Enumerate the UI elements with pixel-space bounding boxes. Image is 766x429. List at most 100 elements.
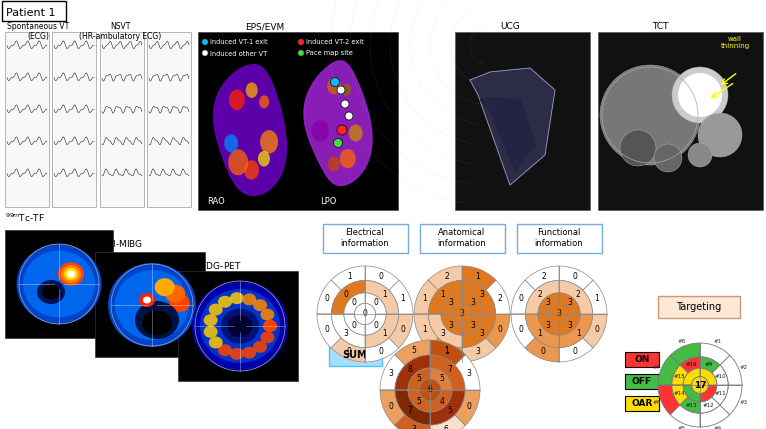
Ellipse shape [170,294,190,312]
Ellipse shape [260,130,278,154]
Text: Induced VT-2 exit: Induced VT-2 exit [306,39,364,45]
Wedge shape [559,314,580,335]
Text: #16: #16 [686,362,697,367]
Text: Electrical
information: Electrical information [341,228,389,248]
Bar [625,374,659,389]
Ellipse shape [258,151,270,166]
Text: 2: 2 [444,272,449,281]
Wedge shape [680,357,700,373]
Wedge shape [672,385,688,405]
Text: #1: #1 [714,339,722,344]
Ellipse shape [340,149,355,168]
Text: 3: 3 [466,369,472,378]
Text: 3: 3 [557,309,561,318]
Ellipse shape [311,120,329,142]
Bar [598,32,763,210]
Wedge shape [317,280,341,314]
Wedge shape [658,355,680,385]
Text: #10: #10 [715,374,727,379]
Wedge shape [428,281,462,314]
Text: 3: 3 [388,369,393,378]
Wedge shape [394,340,430,365]
Text: LPO: LPO [320,197,336,206]
Text: 17: 17 [694,381,706,390]
Text: 3: 3 [475,347,480,356]
Text: RAO: RAO [207,197,224,206]
Circle shape [600,65,700,165]
Wedge shape [430,390,452,412]
Text: $^{99m}$Tc-TF: $^{99m}$Tc-TF [5,211,44,224]
Text: 3: 3 [479,290,484,299]
Ellipse shape [204,314,218,326]
Text: 3: 3 [343,329,348,338]
Text: #12: #12 [702,403,715,408]
Wedge shape [344,314,365,335]
Circle shape [341,100,349,108]
Ellipse shape [37,280,65,304]
Text: UCG: UCG [500,22,520,31]
Wedge shape [525,266,559,290]
Wedge shape [712,385,728,405]
FancyBboxPatch shape [516,224,601,253]
Text: 1: 1 [422,294,427,303]
Text: 3: 3 [411,425,416,429]
Text: 1: 1 [444,346,449,355]
Wedge shape [683,368,700,385]
Text: Targeting: Targeting [676,302,722,312]
Wedge shape [700,397,720,413]
Text: 3: 3 [479,329,484,338]
Wedge shape [441,314,462,335]
Text: 0: 0 [352,321,356,330]
Wedge shape [380,390,405,426]
Wedge shape [317,314,341,348]
Text: 0: 0 [497,325,502,334]
Text: #4: #4 [714,426,722,429]
Wedge shape [511,314,535,348]
Bar [178,271,298,381]
Text: 1: 1 [382,329,387,338]
Text: 0: 0 [378,347,383,356]
Circle shape [298,39,304,45]
Wedge shape [380,355,405,390]
Bar [147,32,191,207]
Ellipse shape [204,326,218,338]
Wedge shape [670,405,700,427]
Text: 0: 0 [519,294,524,303]
Text: 8: 8 [408,366,412,375]
Wedge shape [700,357,720,373]
Wedge shape [486,280,510,314]
Wedge shape [462,314,483,335]
Text: OAR: OAR [631,399,653,408]
Ellipse shape [142,311,172,335]
Text: 2: 2 [576,290,581,299]
FancyBboxPatch shape [329,344,381,366]
Ellipse shape [342,84,352,96]
Text: 3: 3 [460,309,464,318]
Wedge shape [538,314,559,335]
Wedge shape [414,314,438,348]
Ellipse shape [218,344,232,356]
Text: #13: #13 [686,403,697,408]
Text: 7: 7 [408,406,412,415]
Ellipse shape [155,278,175,296]
Text: 5: 5 [411,346,416,355]
Wedge shape [389,314,413,348]
Text: 1: 1 [576,329,581,338]
Bar [5,230,113,338]
Text: Functional
information: Functional information [535,228,584,248]
Wedge shape [395,355,430,390]
Text: $^{18}$F-FDG-PET: $^{18}$F-FDG-PET [184,260,241,272]
Text: wall
thinning: wall thinning [721,36,750,49]
Ellipse shape [208,336,223,348]
FancyBboxPatch shape [658,296,740,318]
Text: #2: #2 [739,365,748,369]
Ellipse shape [328,157,340,171]
Wedge shape [700,368,717,385]
Wedge shape [395,390,430,425]
Wedge shape [331,266,365,290]
Ellipse shape [42,284,60,299]
Circle shape [355,303,375,325]
Text: 3: 3 [440,329,445,338]
Text: 5: 5 [439,374,444,383]
Text: #15: #15 [673,374,685,379]
